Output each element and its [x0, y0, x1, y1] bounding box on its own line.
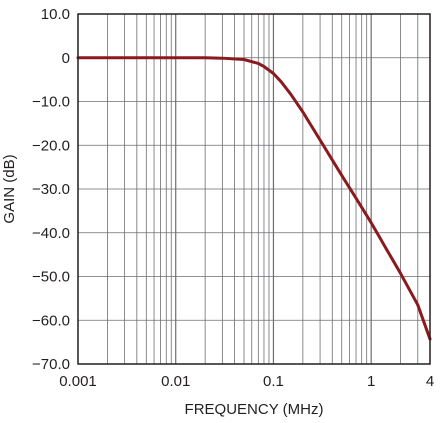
y-tick-labels: 10.0 0 −10.0 −20.0 −30.0 −40.0 −50.0 −60.0 −70.0	[32, 6, 70, 373]
gain-series-line	[76, 56, 432, 341]
x-axis-label: FREQUENCY (MHz)	[185, 401, 324, 418]
grid	[78, 14, 430, 364]
y-tick-label: −30.0	[32, 181, 70, 198]
y-tick-label: −70.0	[32, 356, 70, 373]
plot-frame	[77, 13, 431, 365]
x-tick-label: 1	[367, 373, 375, 390]
y-tick-label: −10.0	[32, 94, 70, 111]
x-tick-label: 4	[426, 373, 434, 390]
y-axis-label: GAIN (dB)	[1, 154, 18, 223]
y-tick-label: −50.0	[32, 269, 70, 286]
x-tick-label: 0.001	[59, 373, 97, 390]
y-tick-label: 0	[62, 50, 70, 67]
y-tick-label: 10.0	[41, 6, 70, 23]
series-layer	[76, 56, 432, 341]
x-tick-label: 0.1	[263, 373, 284, 390]
x-tick-labels: 0.001 0.01 0.1 1 4	[59, 373, 434, 390]
y-tick-label: −60.0	[32, 312, 70, 329]
x-tick-label: 0.01	[161, 373, 190, 390]
y-tick-label: −40.0	[32, 225, 70, 242]
y-tick-label: −20.0	[32, 137, 70, 154]
